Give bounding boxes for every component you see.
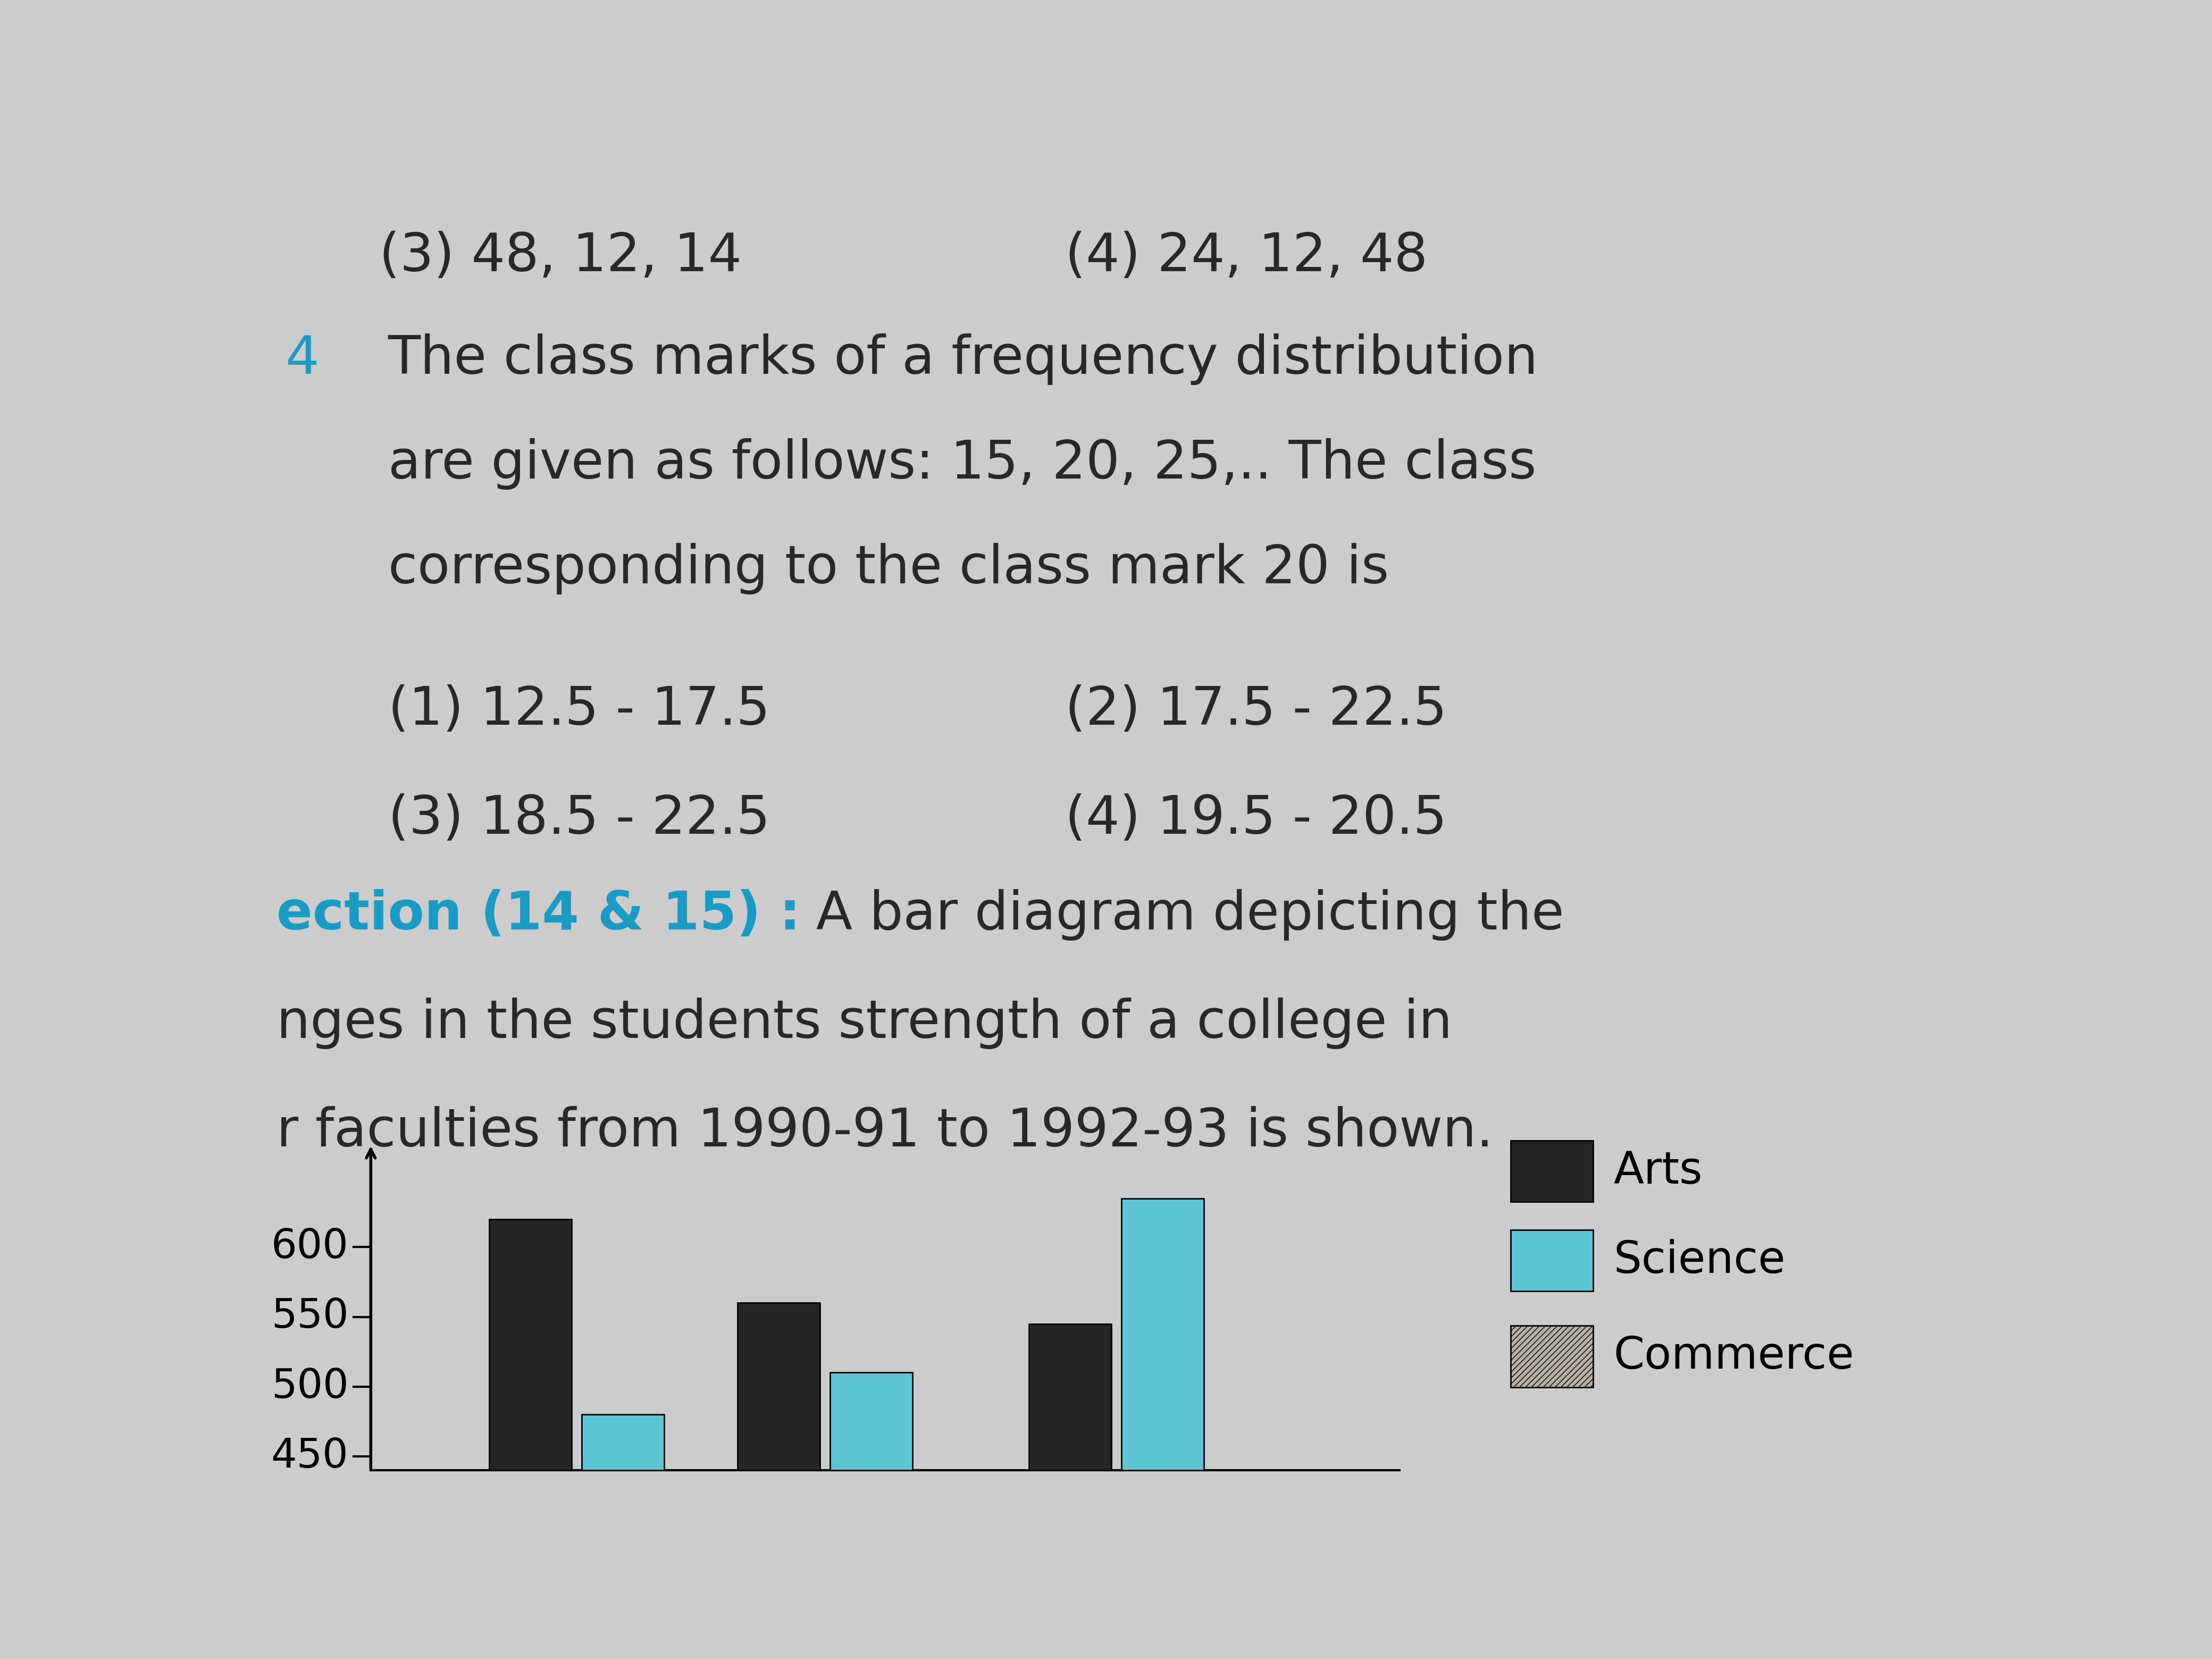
- Bar: [1511, 1326, 1593, 1387]
- Text: 600: 600: [270, 1228, 349, 1267]
- Bar: [489, 1219, 571, 1470]
- Text: 450: 450: [272, 1437, 349, 1477]
- Text: (3) 18.5 - 22.5: (3) 18.5 - 22.5: [387, 793, 770, 844]
- Text: (3) 48, 12, 14: (3) 48, 12, 14: [380, 231, 741, 282]
- Bar: [1029, 1324, 1110, 1470]
- Bar: [1511, 1140, 1593, 1201]
- Text: are given as follows: 15, 20, 25,.. The class: are given as follows: 15, 20, 25,.. The …: [387, 438, 1535, 489]
- Text: (1) 12.5 - 17.5: (1) 12.5 - 17.5: [387, 685, 770, 737]
- Text: (4) 19.5 - 20.5: (4) 19.5 - 20.5: [1066, 793, 1447, 844]
- Text: Commerce: Commerce: [1615, 1335, 1854, 1379]
- Bar: [737, 1302, 821, 1470]
- Text: (4) 24, 12, 48: (4) 24, 12, 48: [1066, 231, 1427, 282]
- Bar: [1511, 1229, 1593, 1291]
- Text: Science: Science: [1615, 1239, 1785, 1282]
- Text: r faculties from 1990-91 to 1992-93 is shown.: r faculties from 1990-91 to 1992-93 is s…: [276, 1107, 1493, 1158]
- Text: 4: 4: [285, 333, 319, 385]
- Text: Arts: Arts: [1615, 1150, 1703, 1193]
- Text: (2) 17.5 - 22.5: (2) 17.5 - 22.5: [1066, 685, 1447, 737]
- Text: A bar diagram depicting the: A bar diagram depicting the: [799, 889, 1564, 941]
- Bar: [830, 1372, 914, 1470]
- Text: The class marks of a frequency distribution: The class marks of a frequency distribut…: [387, 333, 1537, 385]
- Text: 500: 500: [272, 1367, 349, 1407]
- Bar: [582, 1415, 664, 1470]
- Text: ection (14 & 15) :: ection (14 & 15) :: [276, 889, 801, 941]
- Text: 550: 550: [272, 1297, 349, 1337]
- Text: corresponding to the class mark 20 is: corresponding to the class mark 20 is: [387, 542, 1389, 594]
- Bar: [1121, 1198, 1203, 1470]
- Text: nges in the students strength of a college in: nges in the students strength of a colle…: [276, 997, 1453, 1048]
